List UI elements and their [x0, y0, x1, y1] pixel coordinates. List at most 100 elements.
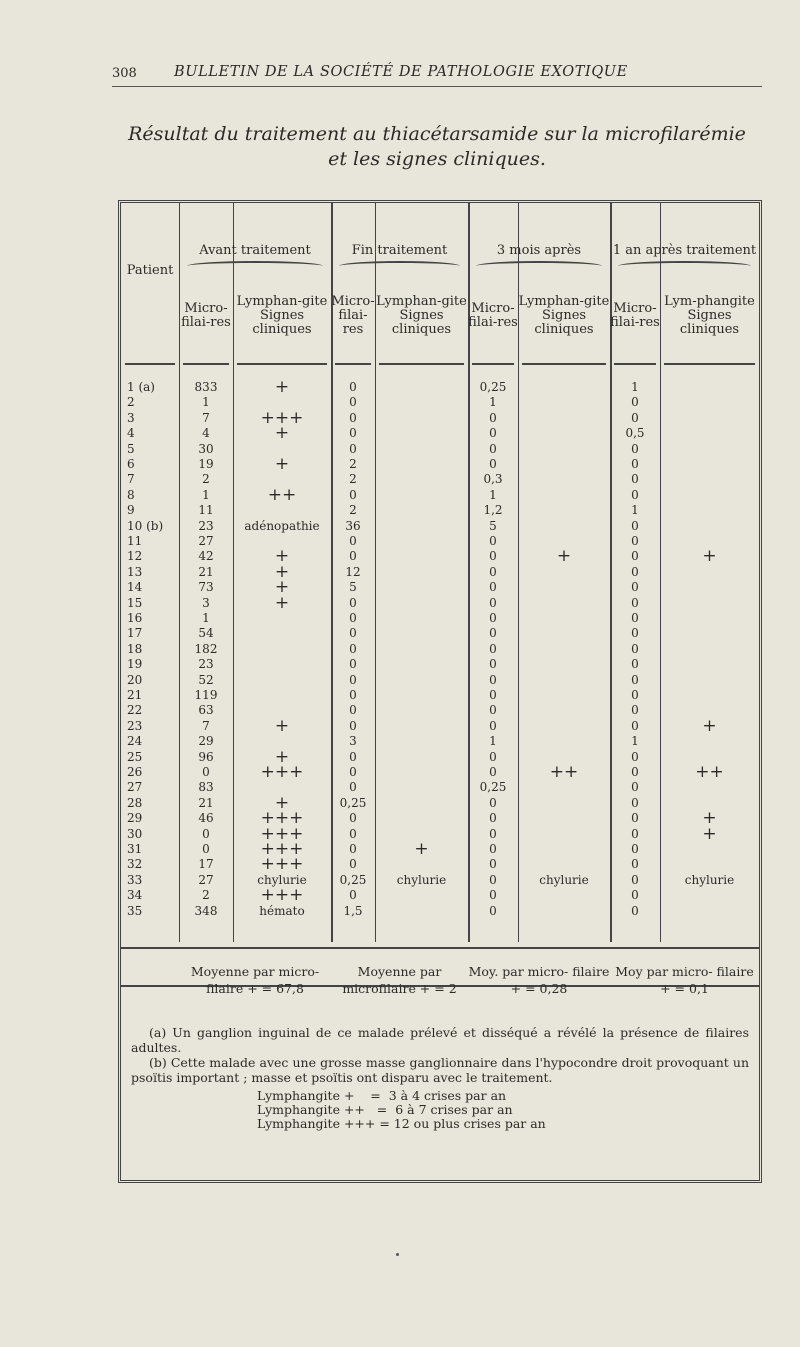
table-row: 12 42 +0 0 +0 +: [121, 546, 759, 567]
cell: 0: [349, 780, 357, 795]
cell: 0: [631, 472, 639, 487]
header-underline: [237, 363, 327, 365]
cell: +: [702, 808, 717, 829]
cell: 0: [631, 395, 639, 410]
cell: 0,25: [339, 795, 367, 810]
cell: 0,5: [625, 426, 645, 441]
cell: 0: [489, 441, 497, 456]
header-underline: [614, 363, 656, 365]
cell: 11: [198, 503, 214, 518]
group-header-1: Avant traitement: [199, 243, 311, 258]
cell: 2: [202, 472, 210, 487]
cell: 0: [349, 641, 357, 656]
table-row: 31 0 +++ 0 +0 0: [121, 840, 759, 857]
journal-title: BULLETIN DE LA SOCIÉTÉ DE PATHOLOGIE EXO…: [174, 64, 628, 80]
cell: +: [274, 423, 290, 444]
cell: 0: [489, 626, 497, 641]
cell: 0: [631, 549, 639, 564]
cell: 1: [489, 734, 497, 749]
cell: 0: [631, 688, 639, 702]
table-row: 21 119 0 0 0: [121, 688, 759, 703]
patient-id: 35: [127, 903, 143, 918]
cell: +: [274, 377, 290, 397]
cell: 0: [489, 595, 497, 610]
cell: 5: [489, 518, 497, 533]
column-rule: [610, 203, 612, 942]
title-line-2: et les signes cliniques.: [328, 148, 546, 170]
table-row: 18 182 0 0 0: [121, 642, 759, 657]
cell: 0: [631, 410, 639, 425]
patient-id: 6: [127, 457, 135, 471]
table-row: 2 1 0 1 0: [121, 395, 759, 410]
cell: 0,25: [479, 380, 507, 394]
patient-id: 23: [127, 718, 143, 733]
header-underline: [125, 363, 175, 365]
cell: +: [274, 746, 290, 767]
cell: 3: [202, 595, 210, 610]
cell: 63: [198, 703, 214, 718]
cell: 0: [489, 580, 497, 595]
cell: 0: [631, 842, 639, 856]
subheader-1: Micro-filai-res: [181, 301, 231, 330]
cell: 2: [349, 472, 357, 487]
table-row: 1 (a) 833 +0 0,25 1: [121, 377, 759, 397]
patient-id: 28: [127, 795, 143, 810]
cell: 0: [631, 811, 639, 826]
cell: +: [274, 792, 290, 813]
cell: 0: [489, 688, 497, 702]
cell: 0: [489, 826, 497, 841]
patient-id: 27: [127, 780, 143, 795]
cell: +: [702, 546, 717, 567]
average-cell: Moyenne par micro- filaire + = 67,8: [190, 964, 320, 996]
patient-id: 31: [127, 842, 143, 856]
cell: 0: [489, 749, 497, 764]
cell: 0: [349, 657, 357, 672]
footnote-b: (b) Cette malade avec une grosse masse g…: [131, 1055, 749, 1085]
subheader-7: Micro-filai-res: [610, 301, 660, 330]
running-header: 308 BULLETIN DE LA SOCIÉTÉ DE PATHOLOGIE…: [112, 62, 762, 87]
cell: 2: [202, 888, 210, 903]
patient-id: 29: [127, 811, 143, 826]
cell: 0: [349, 534, 357, 548]
table-row: 20 52 0 0 0: [121, 673, 759, 688]
patient-id: 3: [127, 410, 135, 425]
cell: 0: [631, 672, 639, 687]
cell: 0: [631, 826, 639, 841]
cell: +++: [260, 808, 304, 829]
cell: 73: [198, 580, 214, 595]
cell: 1: [202, 487, 210, 502]
patient-id: 5: [127, 441, 135, 456]
cell: 0: [489, 672, 497, 687]
table-row: 11 27 0 0 0: [121, 534, 759, 549]
cell: 0: [349, 441, 357, 456]
cell: 27: [198, 872, 214, 887]
cell: hémato: [259, 903, 305, 918]
cell: 3: [349, 734, 357, 749]
patient-id: 4: [127, 426, 135, 441]
subheader-5: Micro-filai-res: [468, 301, 518, 330]
cell: 0: [349, 811, 357, 826]
patient-id: 7: [127, 472, 135, 487]
table-row: 14 73 +5 0 0: [121, 578, 759, 595]
average-cell: Moy par micro- filaire + = 0,1: [615, 964, 754, 996]
patient-id: 13: [127, 564, 143, 579]
patient-id: 32: [127, 857, 143, 872]
cell: 0: [202, 842, 210, 856]
column-rule: [468, 203, 470, 942]
cell: +++: [260, 823, 304, 844]
cell: 21: [198, 795, 214, 810]
cell: 0: [631, 441, 639, 456]
subheader-2: Lymphan-gite Signes cliniques: [236, 294, 328, 337]
brace-icon: [339, 261, 460, 271]
patient-id: 19: [127, 657, 143, 672]
cell: +: [702, 715, 717, 736]
cell: +: [274, 546, 290, 567]
cell: 36: [345, 518, 361, 533]
cell: 23: [198, 518, 214, 533]
cell: chylurie: [257, 872, 307, 887]
cell: 2: [349, 503, 357, 518]
average-cell: Moyenne par microfilaire + = 2: [342, 964, 457, 996]
cell: 0: [489, 795, 497, 810]
patient-id: 1 (a): [127, 380, 155, 394]
patient-id: 11: [127, 534, 143, 548]
